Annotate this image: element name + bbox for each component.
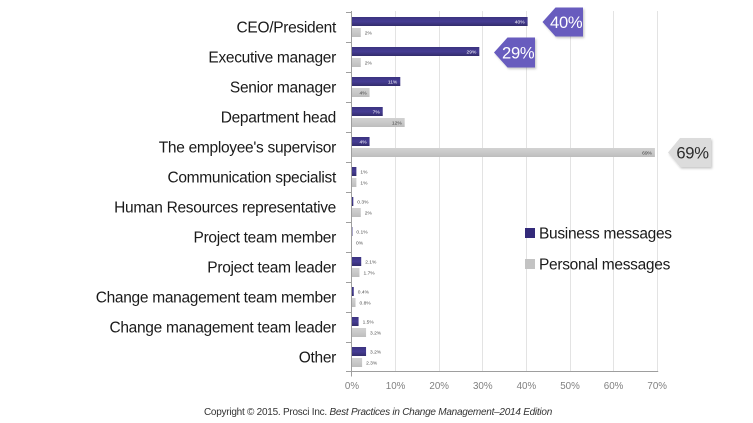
svg-text:30%: 30% — [473, 381, 493, 392]
svg-text:0.1%: 0.1% — [356, 229, 368, 235]
svg-text:Personal messages: Personal messages — [539, 256, 671, 273]
svg-text:70%: 70% — [647, 381, 667, 392]
svg-text:0.3%: 0.3% — [357, 199, 369, 205]
svg-text:1%: 1% — [360, 169, 368, 175]
svg-text:2%: 2% — [365, 30, 373, 36]
svg-text:69%: 69% — [676, 143, 709, 162]
svg-text:Department head: Department head — [221, 109, 336, 126]
svg-text:Copyright © 2015. Prosci Inc.: Copyright © 2015. Prosci Inc. Best Pract… — [204, 407, 553, 418]
svg-text:1.5%: 1.5% — [363, 319, 375, 325]
svg-text:1%: 1% — [360, 180, 368, 186]
svg-text:Project team leader: Project team leader — [207, 259, 336, 276]
svg-text:1.7%: 1.7% — [364, 270, 376, 276]
svg-text:0%: 0% — [345, 381, 359, 392]
svg-text:40%: 40% — [517, 381, 537, 392]
svg-text:Other: Other — [299, 349, 336, 366]
svg-text:Senior manager: Senior manager — [230, 79, 336, 96]
svg-text:2%: 2% — [365, 210, 373, 216]
svg-text:Executive manager: Executive manager — [208, 49, 336, 66]
svg-text:CEO/President: CEO/President — [237, 19, 337, 36]
svg-text:60%: 60% — [604, 381, 624, 392]
svg-text:7%: 7% — [373, 109, 381, 115]
svg-text:Business messages: Business messages — [539, 225, 672, 242]
svg-text:40%: 40% — [550, 13, 583, 32]
svg-text:Communication specialist: Communication specialist — [167, 169, 337, 186]
svg-text:12%: 12% — [392, 120, 402, 126]
svg-text:29%: 29% — [467, 49, 477, 55]
svg-text:29%: 29% — [502, 43, 535, 62]
svg-text:4%: 4% — [360, 139, 368, 145]
svg-text:0.8%: 0.8% — [360, 300, 372, 306]
svg-text:2%: 2% — [365, 60, 373, 66]
svg-text:Human Resources representative: Human Resources representative — [114, 199, 336, 216]
svg-text:2.3%: 2.3% — [366, 360, 378, 366]
svg-text:3.2%: 3.2% — [370, 330, 382, 336]
svg-text:50%: 50% — [560, 381, 580, 392]
svg-text:2.1%: 2.1% — [365, 259, 377, 265]
svg-text:69%: 69% — [642, 150, 652, 156]
svg-text:11%: 11% — [388, 79, 398, 85]
svg-text:40%: 40% — [515, 19, 525, 25]
svg-text:The employee's supervisor: The employee's supervisor — [159, 139, 336, 156]
svg-text:0%: 0% — [356, 240, 364, 246]
svg-text:Project team member: Project team member — [194, 229, 337, 246]
svg-text:3.2%: 3.2% — [370, 349, 382, 355]
svg-text:4%: 4% — [360, 90, 368, 96]
svg-text:0.4%: 0.4% — [358, 289, 370, 295]
svg-text:Change management team leader: Change management team leader — [109, 319, 336, 336]
svg-text:20%: 20% — [429, 381, 449, 392]
svg-text:10%: 10% — [386, 381, 406, 392]
svg-text:Change management team member: Change management team member — [96, 289, 336, 306]
